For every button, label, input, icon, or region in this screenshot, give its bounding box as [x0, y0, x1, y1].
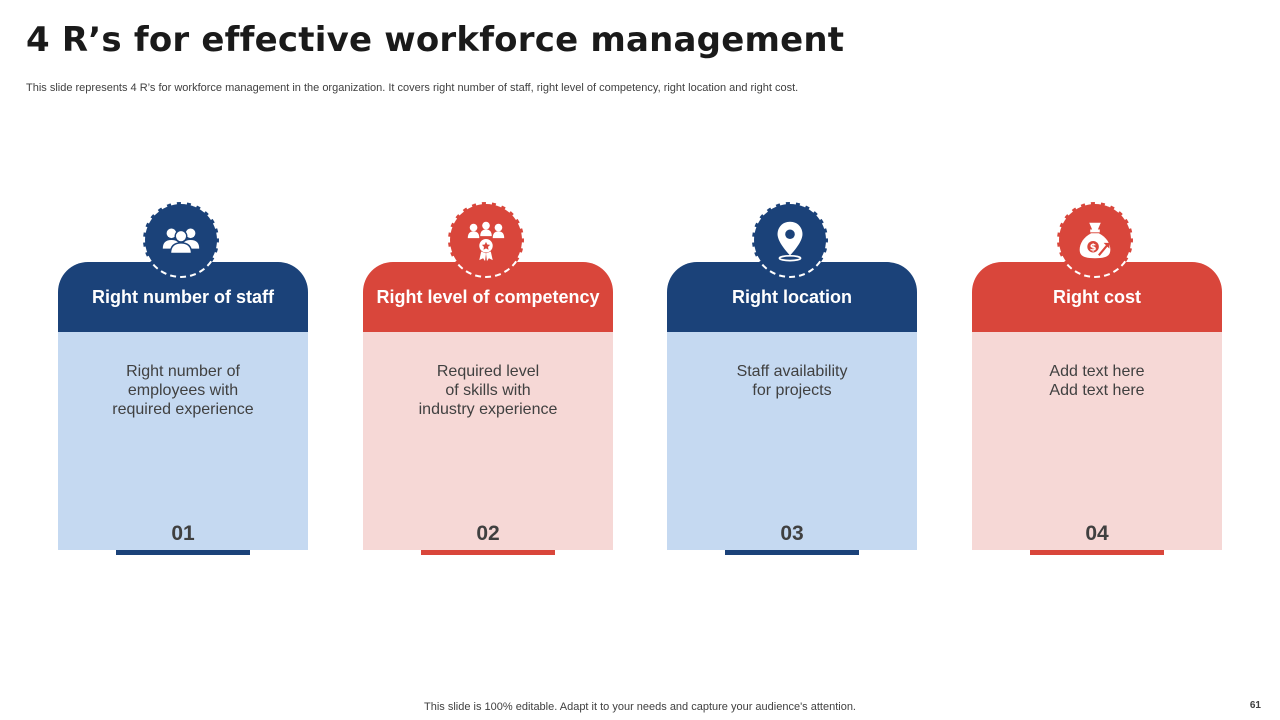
slide-title: 4 R’s for effective workforce management — [26, 20, 845, 60]
card-description: Required level of skills with industry e… — [418, 363, 558, 418]
card-number: 03 — [780, 522, 804, 545]
card-description: Right number of employees with required … — [112, 363, 254, 418]
team-icon — [143, 202, 219, 278]
card-right-level-of-competency: Required level of skills with industry e… — [363, 202, 613, 555]
card-accent-bar — [116, 550, 250, 555]
competency-award-icon — [448, 202, 524, 278]
card-right-number-of-staff: Right number of employees with required … — [58, 202, 308, 555]
card-body: Right number of employees with required … — [58, 332, 308, 550]
page-number: 61 — [1249, 700, 1261, 711]
svg-text:$: $ — [1090, 243, 1097, 254]
card-description: Staff availability for projects — [736, 363, 848, 399]
card-right-location: Staff availability for projects 03 Right… — [667, 202, 917, 555]
card-body: Add text here Add text here 04 — [972, 332, 1222, 550]
card-accent-bar — [1030, 550, 1164, 555]
card-body: Staff availability for projects 03 — [667, 332, 917, 550]
card-number: 01 — [171, 522, 195, 545]
location-pin-icon — [752, 202, 828, 278]
card-right-cost: Add text here Add text here 04 Right cos… — [972, 202, 1222, 555]
card-accent-bar — [725, 550, 859, 555]
card-number: 02 — [476, 522, 500, 545]
card-accent-bar — [421, 550, 555, 555]
footer-note: This slide is 100% editable. Adapt it to… — [424, 701, 856, 713]
slide-subtitle: This slide represents 4 R’s for workforc… — [26, 82, 799, 94]
money-bag-icon: $ — [1057, 202, 1133, 278]
card-description: Add text here Add text here — [1049, 363, 1145, 399]
card-body: Required level of skills with industry e… — [363, 332, 613, 550]
card-number: 04 — [1085, 522, 1109, 545]
